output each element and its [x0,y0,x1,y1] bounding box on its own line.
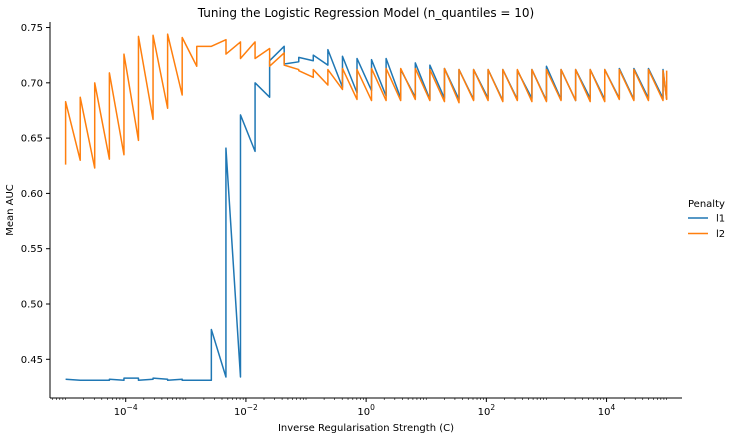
x-tick-label: 10−2 [234,403,258,418]
y-tick-label: 0.50 [21,300,43,311]
x-tick-label: 100 [357,403,375,418]
chart-title: Tuning the Logistic Regression Model (n_… [197,6,534,20]
x-axis-ticks: 10−4 10−2 100 102 104 [51,398,667,418]
y-tick-label: 0.65 [21,134,43,145]
series-line-l2 [64,33,668,169]
y-tick-label: 0.70 [21,78,43,89]
x-tick-label: 10−4 [114,403,138,418]
y-tick-label: 0.45 [21,355,43,366]
y-axis-label: Mean AUC [5,184,16,236]
plot-area: 0.45 0.50 0.55 0.60 0.65 0.70 0.75 10−4 10−2 100… [21,22,682,418]
legend-label-l1: l1 [716,214,725,225]
y-tick-label: 0.75 [21,23,43,34]
x-tick-label: 104 [598,403,616,418]
y-tick-label: 0.60 [21,189,43,200]
x-tick-label: 102 [478,403,496,418]
legend-label-l2: l2 [716,229,725,240]
x-axis-label: Inverse Regularisation Strength (C) [278,423,454,434]
series-line-l1 [65,45,668,382]
y-tick-label: 0.55 [21,244,43,255]
series-lines [64,33,668,382]
legend-title: Penalty [688,199,725,210]
y-axis-ticks: 0.45 0.50 0.55 0.60 0.65 0.70 0.75 [21,23,50,366]
